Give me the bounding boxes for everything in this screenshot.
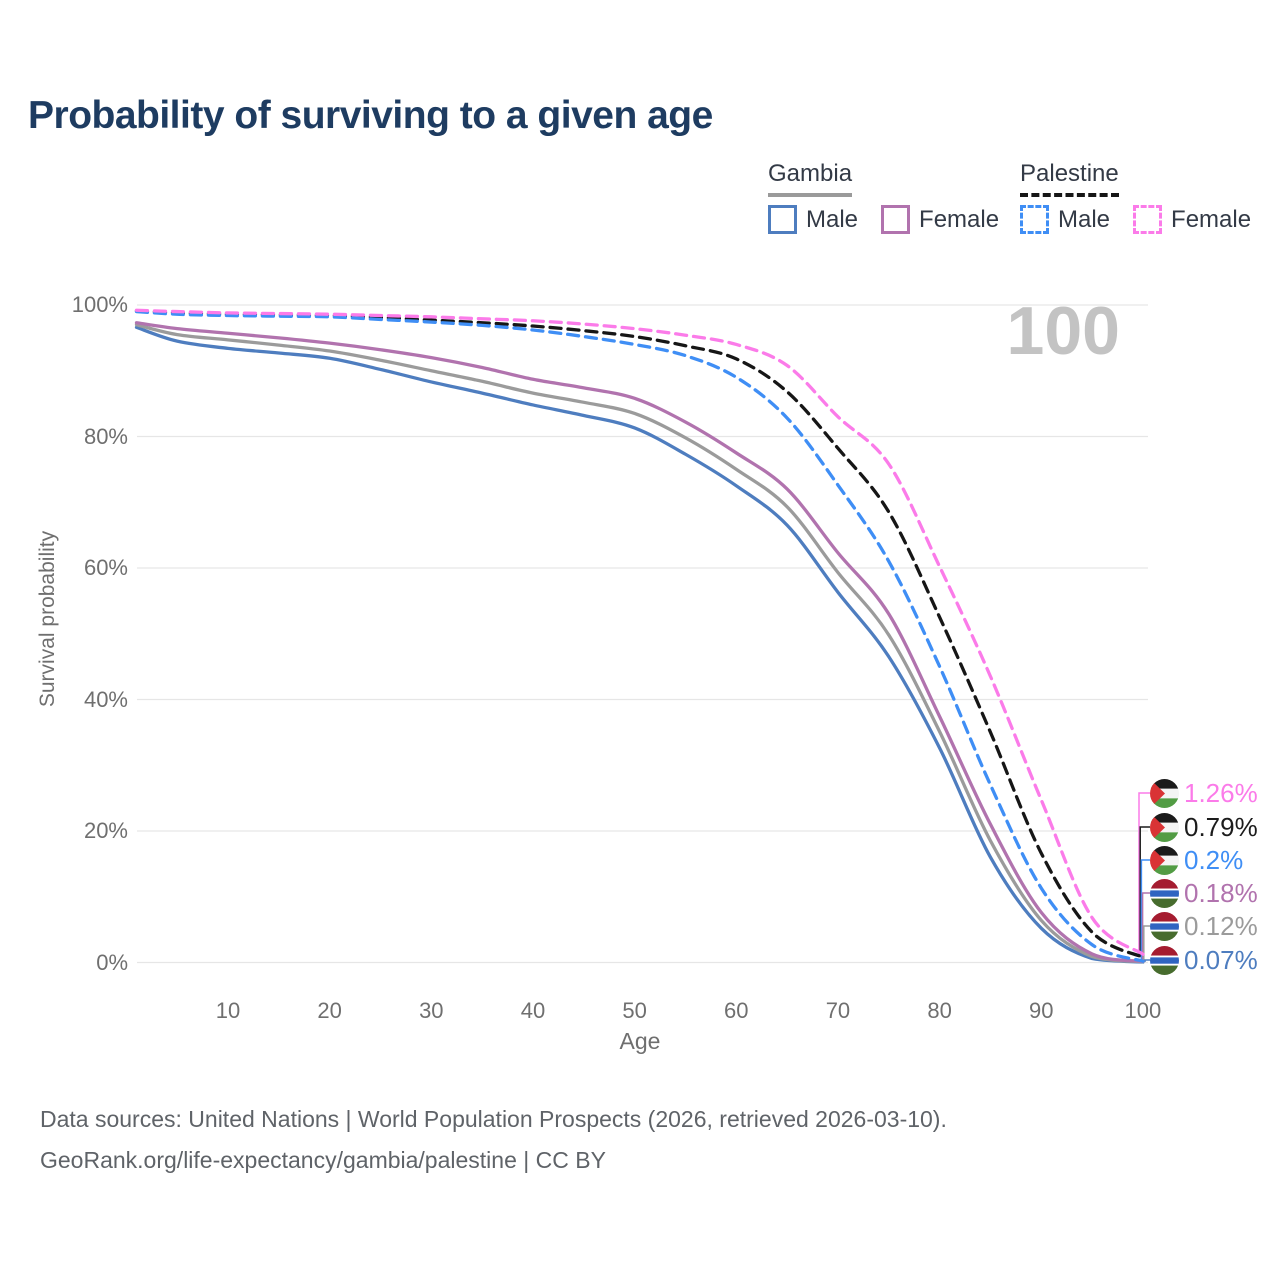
x-axis-ticks: 10 20 30 40 50 60 70 80 90 100	[178, 998, 1193, 1024]
curve-palestine-male[interactable]	[134, 309, 1145, 963]
palestine-flag-icon	[1150, 846, 1179, 875]
end-value: 1.26%	[1184, 777, 1258, 808]
legend-label-gambia-female[interactable]: Female	[919, 205, 1000, 233]
gambia-flag-icon	[1150, 912, 1179, 941]
legend-group-palestine: Palestine Male Female	[1020, 160, 1265, 234]
end-label-palestine-both[interactable]: 0.79%	[1150, 811, 1258, 843]
x-tick: 40	[520, 998, 546, 1023]
y-tick-80: 80%	[83, 424, 128, 449]
x-tick: 70	[825, 998, 851, 1023]
curve-gambia-both-sexes[interactable]	[134, 323, 1145, 964]
legend-swatch-gambia-female[interactable]	[881, 205, 911, 234]
x-tick: 90	[1029, 998, 1054, 1023]
end-value: 0.2%	[1184, 844, 1244, 875]
end-label-palestine-male[interactable]: 0.2%	[1150, 844, 1243, 876]
curve-palestine-female[interactable]	[134, 308, 1145, 956]
legend-label-gambia-male[interactable]: Male	[806, 205, 859, 233]
curve-palestine-both-sexes[interactable]	[134, 309, 1145, 959]
curve-gambia-female[interactable]	[134, 321, 1145, 963]
legend-label-palestine-male[interactable]: Male	[1058, 205, 1111, 233]
x-tick: 10	[215, 998, 241, 1023]
legend-country-gambia[interactable]: Gambia	[768, 160, 853, 197]
legend-swatch-palestine-female[interactable]	[1133, 205, 1163, 234]
x-tick: 60	[724, 998, 749, 1023]
leader-line	[1139, 826, 1150, 958]
end-label-gambia-both[interactable]: 0.12%	[1150, 910, 1258, 942]
end-value: 0.79%	[1184, 811, 1258, 842]
hover-age-watermark: 100	[1006, 293, 1120, 369]
end-value: 0.18%	[1184, 877, 1258, 908]
leader-line	[1141, 892, 1150, 962]
x-tick: 30	[419, 998, 444, 1023]
y-tick-60: 60%	[83, 555, 128, 580]
end-value: 0.07%	[1184, 944, 1258, 975]
legend-swatch-palestine-male[interactable]	[1020, 205, 1049, 234]
y-axis-title: Survival probability	[36, 530, 59, 708]
curve-gambia-male[interactable]	[134, 325, 1145, 964]
x-tick: 80	[927, 998, 952, 1023]
leader-line	[1143, 925, 1150, 962]
attribution-note: GeoRank.org/life-expectancy/gambia/pales…	[40, 1147, 606, 1173]
leader-line	[1144, 959, 1150, 963]
legend-swatch-gambia-male[interactable]	[768, 205, 797, 234]
y-tick-100: 100%	[71, 292, 128, 317]
x-tick: 20	[317, 998, 342, 1023]
y-tick-20: 20%	[83, 818, 128, 843]
x-axis-title: Age	[619, 1028, 661, 1054]
x-tick: 100	[1124, 998, 1162, 1023]
palestine-flag-icon	[1150, 779, 1179, 808]
palestine-flag-icon	[1150, 813, 1179, 842]
data-sources-note: Data sources: United Nations | World Pop…	[40, 1106, 947, 1132]
legend-label-palestine-female[interactable]: Female	[1171, 205, 1252, 233]
y-tick-0: 0%	[96, 950, 128, 975]
page-title: Probability of surviving to a given age	[28, 94, 713, 137]
legend-country-palestine[interactable]: Palestine	[1020, 160, 1119, 197]
leader-line	[1140, 859, 1150, 962]
end-value: 0.12%	[1184, 910, 1258, 941]
end-label-gambia-female[interactable]: 0.18%	[1150, 877, 1258, 909]
x-tick: 50	[622, 998, 647, 1023]
survival-chart[interactable]	[0, 0, 1280, 1080]
legend-group-gambia: Gambia Male Female	[768, 160, 1013, 234]
end-label-palestine-female[interactable]: 1.26%	[1150, 777, 1258, 809]
leader-line	[1138, 792, 1150, 955]
y-tick-40: 40%	[83, 687, 128, 712]
end-label-gambia-male[interactable]: 0.07%	[1150, 944, 1258, 976]
gambia-flag-icon	[1150, 879, 1179, 908]
gambia-flag-icon	[1150, 946, 1179, 975]
